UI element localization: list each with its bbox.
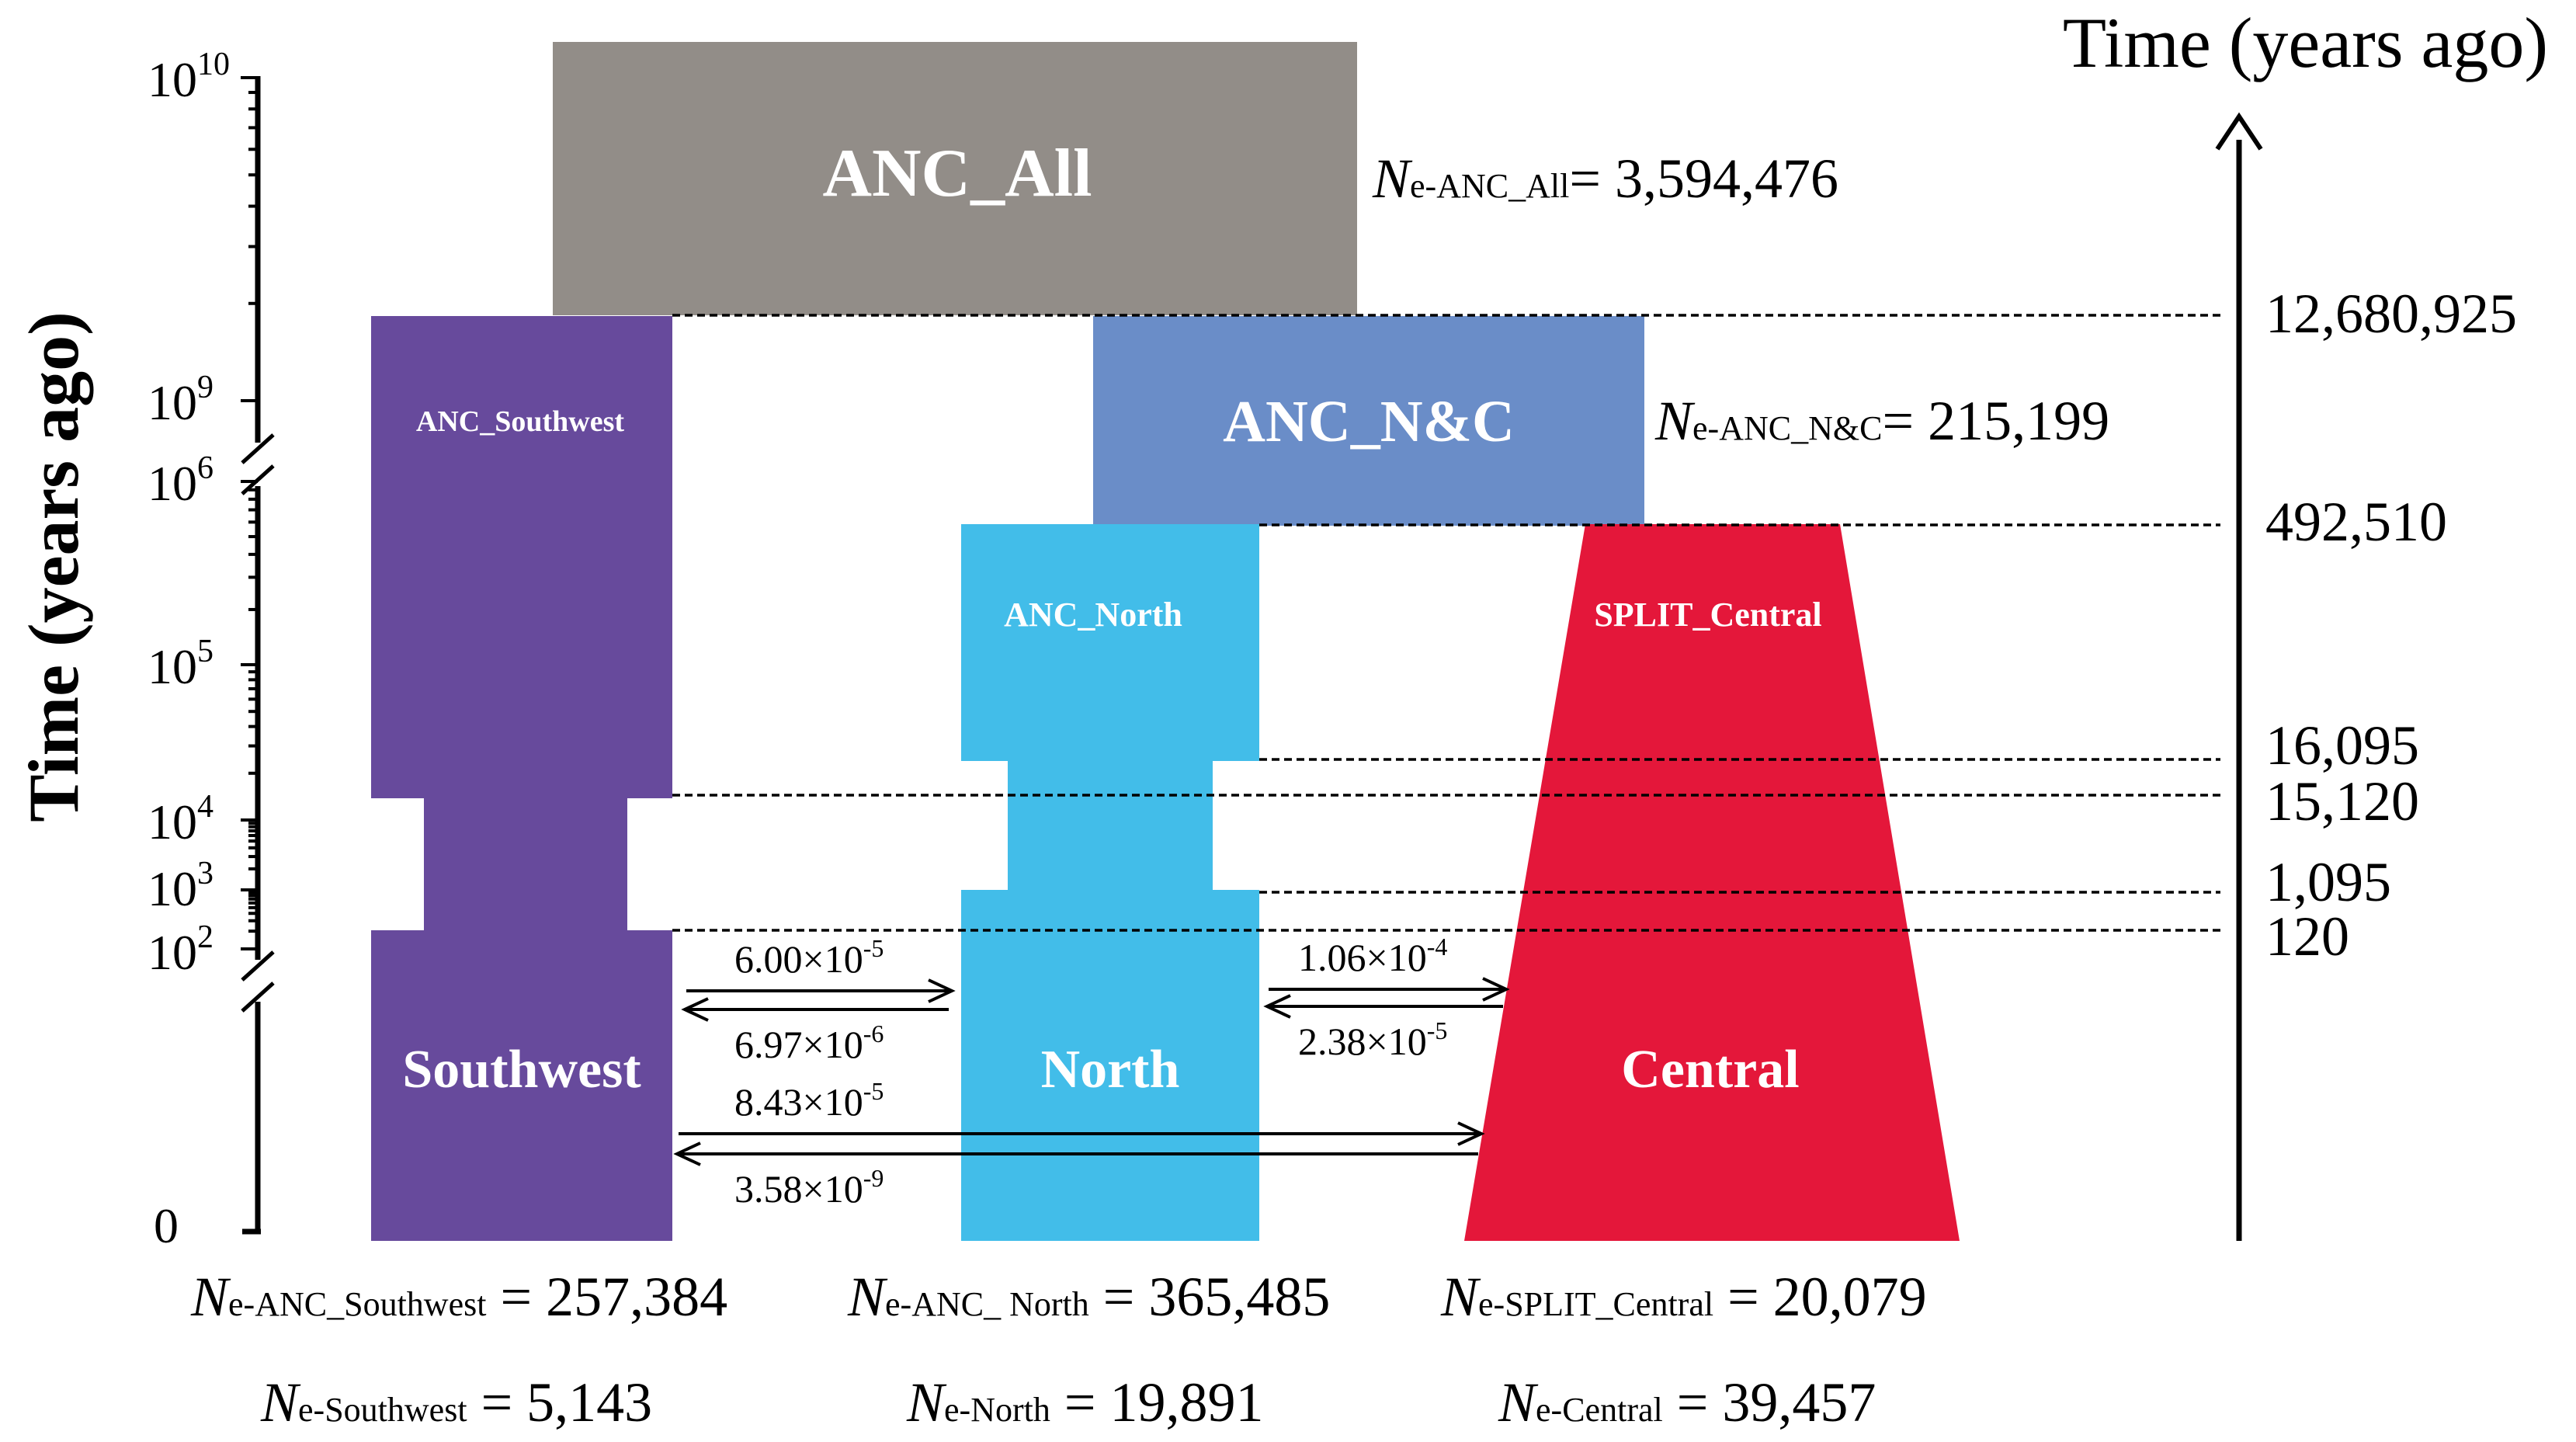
anc-all-block: [553, 42, 1357, 315]
tick-label-1e5: 105: [148, 634, 214, 694]
anc-nc-block: [1093, 316, 1644, 526]
migration-rate-c-to-sw: 3.58×10-9: [734, 1164, 884, 1211]
right-axis-arrowhead: [2215, 112, 2263, 151]
migration-rate-n-to-c: 1.06×10-4: [1298, 933, 1447, 979]
axis-break-upper: [241, 433, 275, 464]
migration-rate-n-to-sw: 6.97×10-6: [734, 1020, 884, 1066]
migration-arrow-sw-to-n: [686, 978, 956, 1003]
right-axis: [2215, 112, 2263, 1241]
label-anc-all: ANC_All: [822, 136, 1092, 211]
tick-label-1e4: 104: [148, 789, 214, 850]
label-anc-southwest: ANC_Southwest: [416, 405, 624, 438]
tick-label-1e9: 109: [148, 370, 214, 430]
tick-label-1e10: 1010: [148, 47, 230, 107]
migration-arrow-c-to-sw: [673, 1141, 1478, 1166]
label-southwest: Southwest: [402, 1040, 641, 1100]
tick-label-1e3: 103: [148, 856, 214, 916]
ne-southwest: Ne-Southwest = 5,143: [260, 1371, 652, 1433]
ne-anc-all: Ne-ANC_All= 3,594,476: [1372, 148, 1838, 210]
ne-north: Ne-North = 19,891: [906, 1371, 1263, 1433]
right-tick-120: 120: [2265, 905, 2349, 968]
right-tick-492510: 492,510: [2265, 491, 2447, 553]
migration-arrow-c-to-n: [1263, 994, 1503, 1019]
right-tick-16095: 16,095: [2265, 714, 2419, 777]
right-tick-15120: 15,120: [2265, 770, 2419, 832]
migration-arrow-n-to-sw: [681, 997, 949, 1022]
migration-rate-c-to-n: 2.38×10-5: [1298, 1016, 1447, 1063]
ne-anc-southwest: Ne-ANC_Southwest = 257,384: [190, 1266, 727, 1328]
ne-central: Ne-Central = 39,457: [1498, 1371, 1876, 1433]
tick-label-1e2: 102: [148, 919, 214, 980]
right-tick-12680925: 12,680,925: [2265, 283, 2517, 345]
tick-label-1e6: 106: [148, 450, 214, 511]
tick-label-0: 0: [154, 1198, 179, 1253]
ne-anc-nc: Ne-ANC_N&C= 215,199: [1654, 390, 2109, 452]
label-anc-nc: ANC_N&C: [1223, 389, 1515, 454]
left-axis-title: Time (years ago): [14, 311, 93, 822]
label-north: North: [1041, 1040, 1180, 1100]
right-tick-1095: 1,095: [2265, 851, 2391, 913]
left-axis: [241, 76, 275, 1235]
migration-rate-sw-to-c: 8.43×10-5: [734, 1077, 884, 1124]
central-block: [1464, 524, 1960, 1241]
axis-break-lower: [241, 950, 275, 982]
ne-anc-north: Ne-ANC_ North = 365,485: [847, 1266, 1330, 1328]
ne-split-central: Ne-SPLIT_Central = 20,079: [1440, 1266, 1927, 1328]
label-anc-north: ANC_North: [1004, 596, 1182, 634]
migration-rate-sw-to-n: 6.00×10-5: [734, 934, 884, 981]
migration-arrow-n-to-c: [1269, 977, 1510, 1002]
label-central: Central: [1621, 1040, 1799, 1100]
label-split-central: SPLIT_Central: [1594, 596, 1821, 634]
north-block: [961, 524, 1259, 1241]
right-axis-title: Time (years ago): [2063, 3, 2548, 82]
southwest-block: [371, 316, 672, 1241]
migration-arrow-sw-to-c: [679, 1121, 1485, 1146]
